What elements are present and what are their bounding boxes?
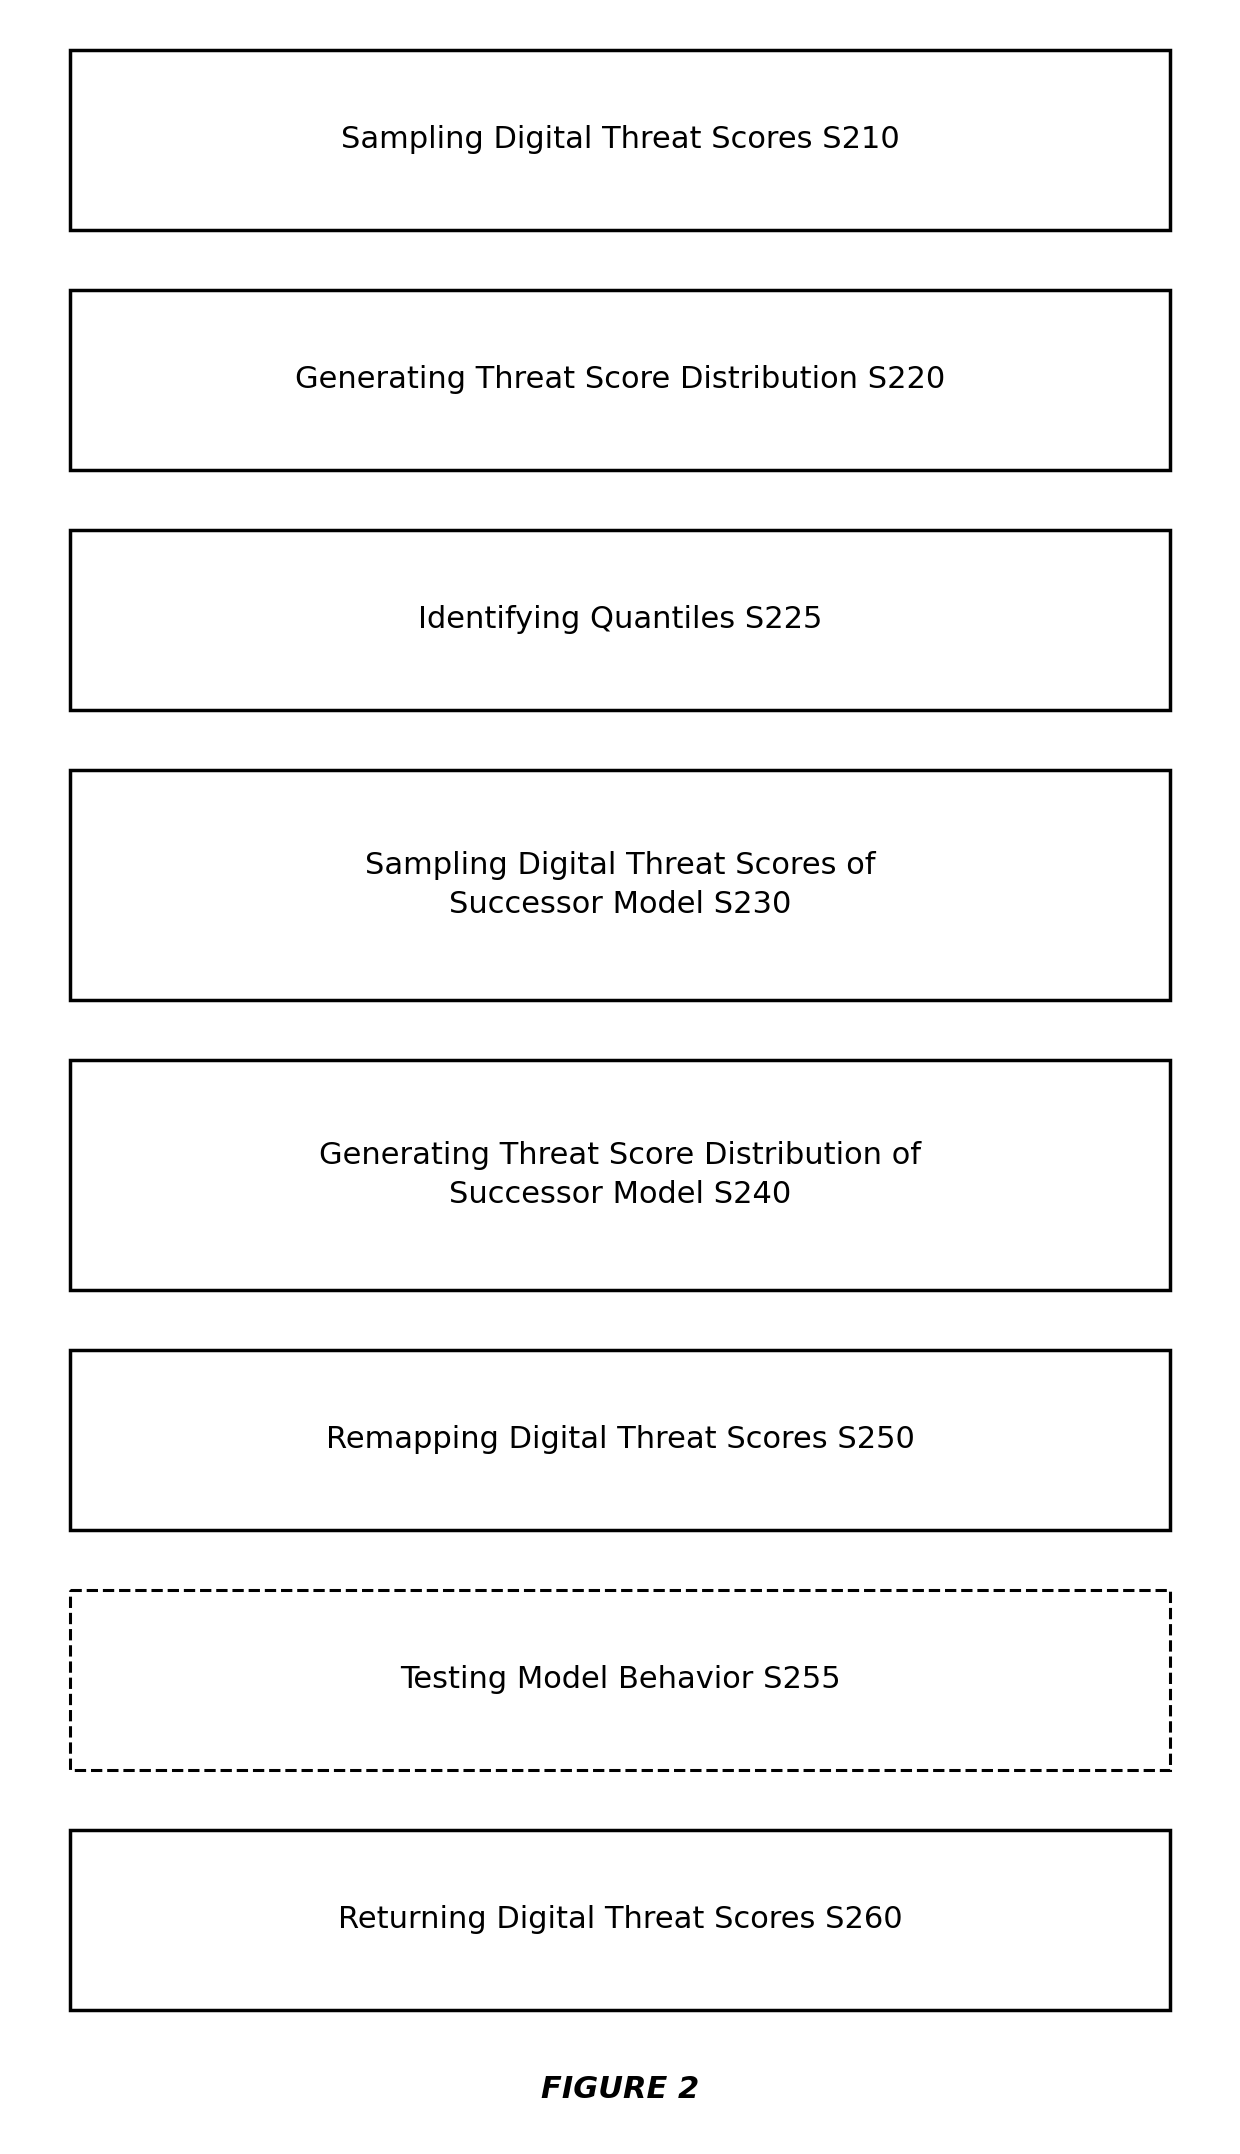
FancyBboxPatch shape	[69, 530, 1171, 711]
Text: Remapping Digital Threat Scores S250: Remapping Digital Threat Scores S250	[326, 1426, 914, 1454]
FancyBboxPatch shape	[69, 1351, 1171, 1529]
Text: Testing Model Behavior S255: Testing Model Behavior S255	[399, 1665, 841, 1695]
FancyBboxPatch shape	[69, 291, 1171, 470]
Text: Generating Threat Score Distribution of
Successor Model S240: Generating Threat Score Distribution of …	[319, 1142, 921, 1208]
Text: Sampling Digital Threat Scores of
Successor Model S230: Sampling Digital Threat Scores of Succes…	[365, 851, 875, 918]
Text: Generating Threat Score Distribution S220: Generating Threat Score Distribution S22…	[295, 366, 945, 394]
FancyBboxPatch shape	[69, 769, 1171, 999]
FancyBboxPatch shape	[69, 1590, 1171, 1771]
Text: Returning Digital Threat Scores S260: Returning Digital Threat Scores S260	[337, 1906, 903, 1934]
FancyBboxPatch shape	[69, 1831, 1171, 2010]
Text: Identifying Quantiles S225: Identifying Quantiles S225	[418, 605, 822, 635]
FancyBboxPatch shape	[69, 50, 1171, 230]
Text: FIGURE 2: FIGURE 2	[541, 2076, 699, 2104]
Text: Sampling Digital Threat Scores S210: Sampling Digital Threat Scores S210	[341, 125, 899, 155]
FancyBboxPatch shape	[69, 1060, 1171, 1290]
